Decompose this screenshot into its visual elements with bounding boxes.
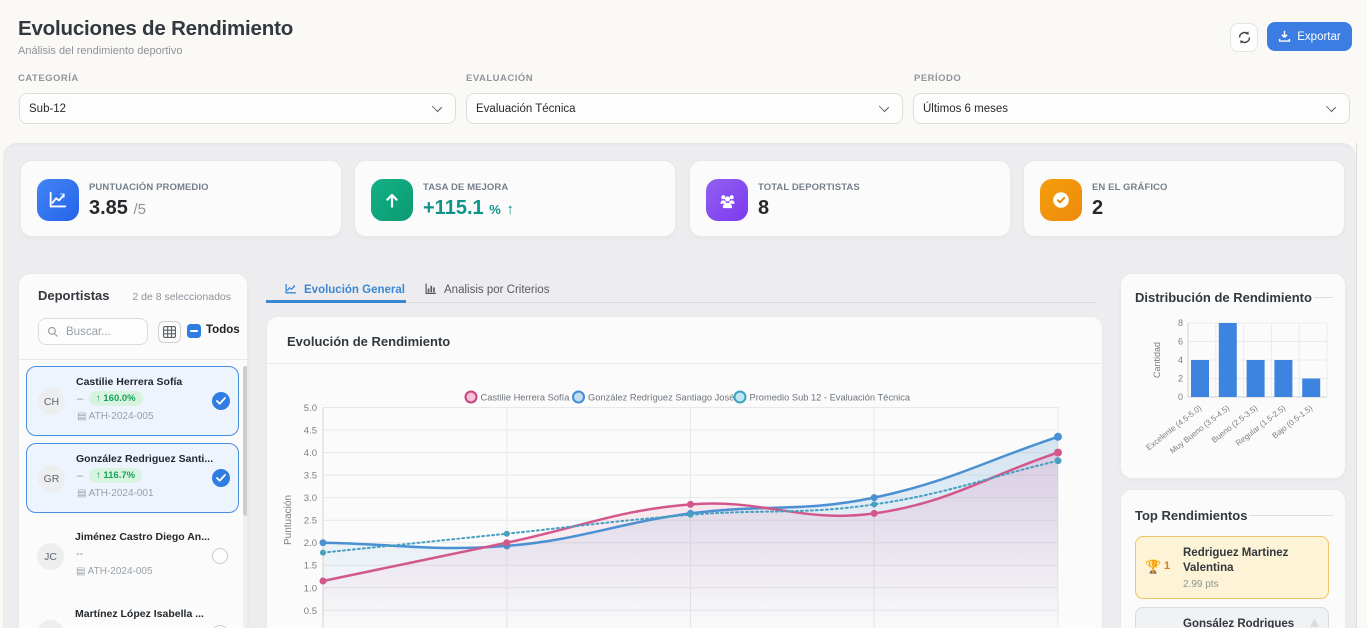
svg-text:4: 4 xyxy=(1178,355,1183,365)
svg-text:Cantidad: Cantidad xyxy=(1152,342,1162,378)
svg-text:8: 8 xyxy=(1178,318,1183,328)
svg-text:Puntuación: Puntuación xyxy=(283,495,294,545)
svg-text:3.0: 3.0 xyxy=(304,493,317,504)
svg-text:0: 0 xyxy=(1178,392,1183,402)
svg-text:6: 6 xyxy=(1178,337,1183,347)
svg-text:1.5: 1.5 xyxy=(304,561,317,572)
svg-text:Promedio Sub 12 - Evaluación T: Promedio Sub 12 - Evaluación Técnica xyxy=(750,393,911,403)
svg-text:0.5: 0.5 xyxy=(304,606,317,617)
svg-text:4.0: 4.0 xyxy=(304,448,317,459)
svg-text:2: 2 xyxy=(1178,374,1183,384)
svg-text:2.5: 2.5 xyxy=(304,516,317,527)
svg-text:Castilie Herrera Sofía: Castilie Herrera Sofía xyxy=(481,393,571,403)
svg-text:3.5: 3.5 xyxy=(304,471,317,482)
svg-text:1.0: 1.0 xyxy=(304,583,317,594)
svg-text:5.0: 5.0 xyxy=(304,403,317,414)
svg-text:2.0: 2.0 xyxy=(304,538,317,549)
svg-text:4.5: 4.5 xyxy=(304,426,317,437)
svg-text:González Redríguez Santiago Jo: González Redríguez Santiago José xyxy=(588,393,734,403)
